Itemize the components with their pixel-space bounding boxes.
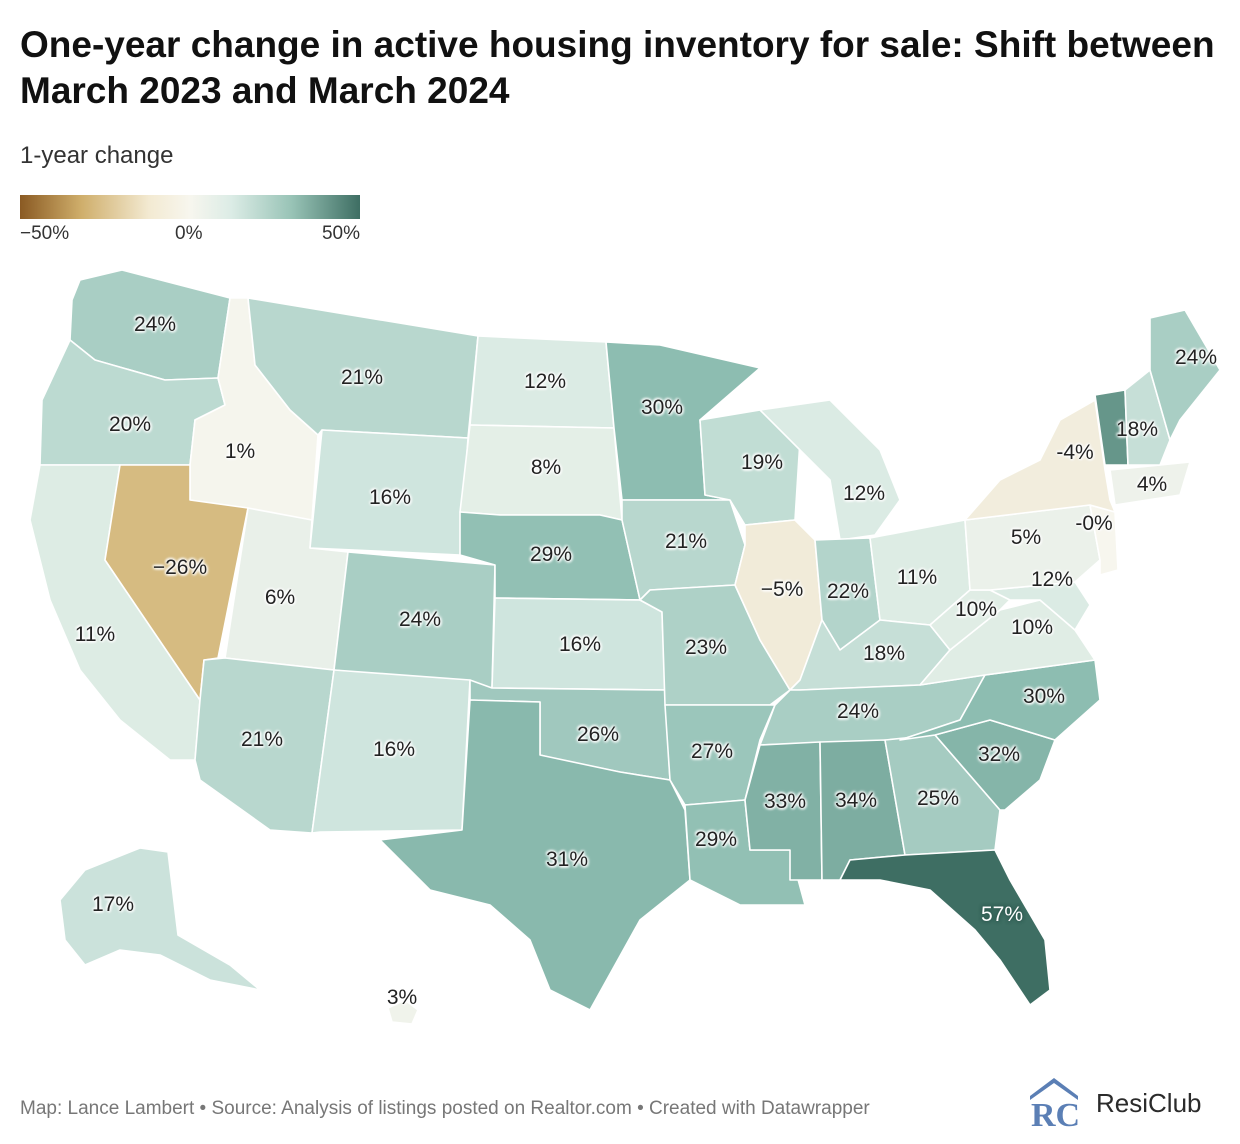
state-label-MS: 33% — [763, 790, 807, 813]
state-label-TX: 31% — [545, 848, 589, 871]
brand-logo: RC ResiClub — [1026, 1074, 1226, 1130]
state-label-MD: 12% — [1030, 568, 1074, 591]
state-label-UT: 6% — [264, 586, 296, 609]
state-label-MT: 21% — [340, 366, 384, 389]
state-label-AL: 34% — [834, 789, 878, 812]
legend-title: 1-year change — [20, 142, 174, 169]
state-label-CO: 24% — [398, 608, 442, 631]
legend-tick-min: −50% — [20, 223, 70, 244]
state-label-NM: 16% — [372, 738, 416, 761]
state-AK[interactable] — [59, 847, 261, 991]
state-label-KS: 16% — [558, 633, 602, 656]
state-MI[interactable] — [759, 399, 901, 541]
state-label-FL: 57% — [980, 903, 1024, 926]
state-NM[interactable] — [311, 669, 471, 834]
state-NC[interactable] — [899, 659, 1101, 741]
state-label-IA: 21% — [664, 530, 708, 553]
state-TX[interactable] — [379, 699, 691, 1011]
legend-tick-mid: 0% — [175, 223, 203, 244]
state-HI[interactable] — [387, 999, 419, 1025]
state-ME[interactable] — [1149, 309, 1221, 441]
state-label-AR: 27% — [690, 740, 734, 763]
state-NH[interactable] — [1124, 369, 1171, 466]
state-label-ME: 24% — [1174, 346, 1218, 369]
map-svg — [29, 269, 1221, 1025]
state-label-WY: 16% — [368, 486, 412, 509]
state-label-AK: 17% — [91, 893, 135, 916]
state-label-MO: 23% — [684, 636, 728, 659]
state-label-SC: 32% — [977, 743, 1021, 766]
state-label-IL: −5% — [760, 578, 804, 601]
state-label-ID: 1% — [224, 440, 256, 463]
state-label-AZ: 21% — [240, 728, 284, 751]
state-label-HI: 3% — [386, 986, 418, 1009]
us-choropleth-map: 24% 20% 11% 1% −26% 6% 21% 21% 16% 24% 16% 12% 8% 29%… — [0, 255, 1240, 1055]
state-label-WI: 19% — [740, 451, 784, 474]
state-label-NE: 29% — [529, 543, 573, 566]
legend-gradient — [20, 195, 360, 219]
state-label-PA: 5% — [1010, 526, 1042, 549]
state-label-SD: 8% — [530, 456, 562, 479]
state-label-WA: 24% — [133, 313, 177, 336]
state-label-NV: −26% — [152, 556, 208, 579]
state-label-GA: 25% — [916, 787, 960, 810]
state-label-ND: 12% — [523, 370, 567, 393]
state-label-LA: 29% — [694, 828, 738, 851]
state-label-OR: 20% — [108, 413, 152, 436]
state-FL[interactable] — [839, 849, 1051, 1006]
resiclub-logo-icon: RC — [1030, 1078, 1080, 1130]
state-label-MI: 12% — [842, 482, 886, 505]
state-label-CT: 4% — [1136, 473, 1168, 496]
state-label-WV: 10% — [954, 598, 998, 621]
source-footer: Map: Lance Lambert • Source: Analysis of… — [20, 1098, 870, 1119]
state-label-MN: 30% — [640, 396, 684, 419]
state-CT[interactable] — [1109, 461, 1191, 506]
state-label-VA: 10% — [1010, 616, 1054, 639]
state-label-NH: 18% — [1115, 418, 1159, 441]
state-label-OK: 26% — [576, 723, 620, 746]
legend-tick-max: 50% — [321, 223, 360, 244]
brand-name: ResiClub — [1096, 1088, 1202, 1118]
state-label-OH: 11% — [896, 566, 938, 589]
state-label-KY: 18% — [862, 642, 906, 665]
state-label-NY: -4% — [1056, 441, 1094, 464]
state-label-TN: 24% — [836, 700, 880, 723]
state-label-NC: 30% — [1022, 685, 1066, 708]
logo-letters: RC — [1031, 1097, 1080, 1130]
state-label-IN: 22% — [826, 580, 870, 603]
color-legend: −50% 0% 50% — [20, 195, 360, 245]
state-label-CA: 11% — [74, 623, 116, 646]
state-label-NJ: -0% — [1075, 512, 1113, 535]
chart-title: One-year change in active housing invent… — [20, 24, 1215, 111]
